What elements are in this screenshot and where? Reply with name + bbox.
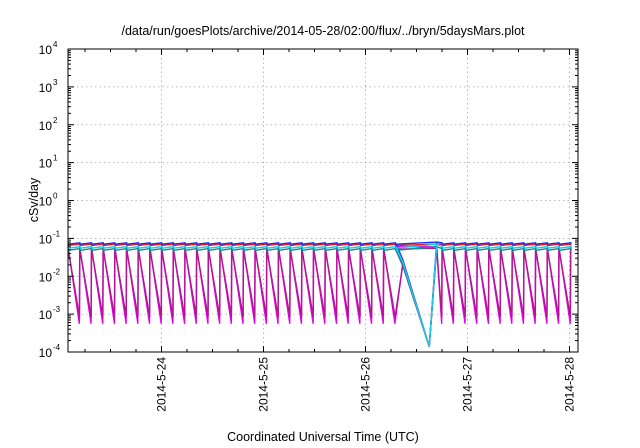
series-line <box>67 247 572 348</box>
x-tick-label: 2014-5-27 <box>461 357 475 412</box>
x-tick-label: 2014-5-26 <box>359 357 373 412</box>
y-tick-label: 10 <box>39 346 53 360</box>
y-tick-exponent: -1 <box>53 229 61 238</box>
x-axis-label: Coordinated Universal Time (UTC) <box>227 430 419 444</box>
x-tick-label: 2014-5-28 <box>563 357 577 412</box>
x-tick-label: 2014-5-24 <box>155 357 169 412</box>
y-tick-label: 10 <box>39 157 53 171</box>
series-line <box>67 246 572 348</box>
chart-title: /data/run/goesPlots/archive/2014-05-28/0… <box>121 24 525 38</box>
y-tick-exponent: 4 <box>53 40 58 49</box>
y-tick-exponent: 1 <box>53 154 58 163</box>
y-tick-label: 10 <box>39 270 53 284</box>
x-axis: 2014-5-24 2014-5-25 2014-5-26 2014-5-27 2014… <box>84 49 577 412</box>
y-tick-exponent: -3 <box>53 305 61 314</box>
y-tick-label: 10 <box>39 81 53 95</box>
y-tick-exponent: -2 <box>53 267 61 276</box>
y-tick-label: 10 <box>39 308 53 322</box>
y-tick-label: 10 <box>39 232 53 246</box>
plot-area <box>67 241 573 348</box>
y-tick-exponent: 0 <box>53 192 58 201</box>
y-tick-label: 10 <box>39 43 53 57</box>
y-axis-label: cSv/day <box>27 177 41 222</box>
y-tick-label: 10 <box>39 195 53 209</box>
y-tick-label: 10 <box>39 119 53 133</box>
x-tick-label: 2014-5-25 <box>257 357 271 412</box>
y-tick-exponent: -4 <box>53 343 61 352</box>
series-line <box>67 243 573 348</box>
y-tick-exponent: 2 <box>53 116 58 125</box>
y-tick-exponent: 3 <box>53 78 58 87</box>
